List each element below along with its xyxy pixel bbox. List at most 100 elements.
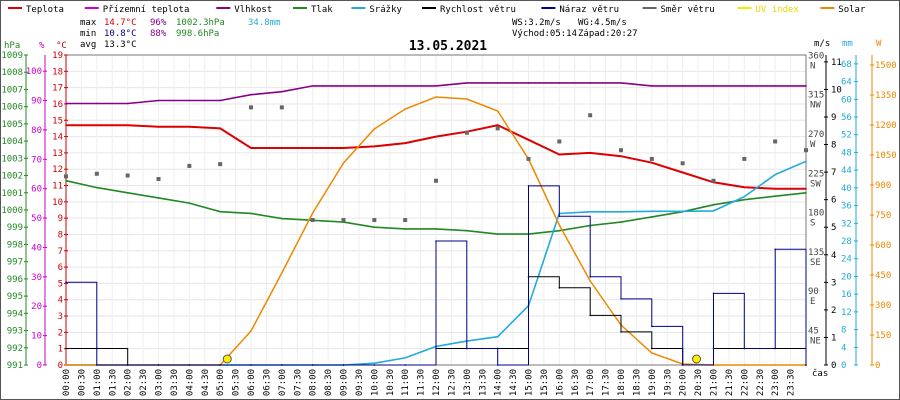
series-point: [342, 85, 345, 87]
time-tick-label: 22:00: [740, 369, 750, 396]
pct-axis-tick-label: 40: [31, 243, 42, 253]
series-point: [126, 124, 129, 126]
stat-ws: WS:3.2m/s: [512, 18, 561, 28]
series-point: [651, 85, 653, 87]
time-tick-label: 06:30: [262, 369, 272, 396]
wind-dir-point: [464, 130, 469, 135]
series-marks: [64, 82, 808, 366]
temp-axis-tick-label: 18: [52, 67, 63, 77]
series-point: [743, 347, 746, 350]
wind-dir-point: [187, 163, 192, 168]
dir-name-label: NW: [810, 101, 821, 111]
mm-tick-label: 36: [841, 202, 852, 212]
mm-tick-label: 24: [841, 255, 852, 265]
temp-axis-tick-label: 5: [58, 279, 63, 289]
series-point: [281, 90, 283, 93]
w-unit: W: [876, 39, 882, 49]
temp-axis-tick-label: 17: [52, 84, 63, 94]
temp-axis-tick-label: 19: [52, 51, 63, 61]
series-point: [404, 108, 406, 110]
hpa-axis-tick-label: 998: [7, 240, 23, 250]
dir-name-label: S: [810, 219, 815, 229]
hpa-axis-tick-label: 1000: [1, 206, 23, 216]
series-point: [620, 331, 622, 333]
temp-axis-tick-label: 7: [58, 247, 63, 257]
time-tick-label: 08:30: [324, 369, 334, 396]
dir-tick-label: 360: [808, 51, 824, 61]
time-tick-label: 12:00: [432, 369, 442, 396]
wind-dir-point: [434, 178, 438, 183]
stat-sunrise: Východ:05:14: [512, 29, 577, 39]
time-tick-label: 19:00: [648, 369, 658, 396]
time-tick-label: 14:30: [509, 369, 519, 396]
series-point: [558, 224, 561, 226]
time-tick-label: 16:00: [555, 369, 565, 396]
series-point: [805, 85, 807, 87]
time-tick-label: 22:30: [756, 369, 766, 396]
series-point: [743, 195, 746, 198]
series-point: [774, 248, 776, 251]
pct-axis-tick-label: 0: [37, 361, 42, 371]
pct-unit: %: [39, 41, 45, 51]
series-point: [373, 145, 376, 148]
series-point: [281, 364, 283, 366]
series-point: [651, 210, 653, 213]
wind-dir-point: [249, 105, 253, 110]
w-tick-label: 600: [875, 241, 891, 251]
legend-label-0: Teplota: [26, 5, 64, 15]
hpa-axis-tick-label: 1005: [1, 120, 23, 130]
series-point: [373, 85, 376, 87]
time-tick-label: 20:30: [694, 369, 704, 396]
stat-rain: 34.8mm: [248, 18, 281, 28]
time-tick-label: 08:00: [309, 369, 319, 396]
series-point: [712, 292, 715, 295]
series-point: [589, 210, 591, 213]
mm-tick-label: 56: [841, 113, 852, 123]
time-tick-label: 18:00: [617, 369, 627, 396]
series-point: [65, 102, 67, 105]
series-point: [373, 362, 376, 365]
ms-tick-label: 5: [831, 223, 836, 233]
series-point: [157, 99, 160, 102]
series-point: [404, 357, 406, 359]
series-point: [126, 102, 129, 105]
mm-tick-label: 28: [841, 237, 852, 247]
series-point: [558, 82, 561, 84]
series-line-6: [66, 185, 807, 366]
hpa-axis-tick-label: 996: [7, 275, 23, 285]
w-tick-label: 1200: [875, 121, 897, 131]
series-point: [558, 153, 561, 156]
time-tick-label: 02:00: [124, 369, 134, 396]
series-point: [496, 82, 499, 84]
series-point: [805, 187, 807, 190]
stat-avg-label: avg: [80, 40, 96, 50]
series-point: [558, 229, 561, 232]
series-point: [712, 204, 715, 206]
dir-tick-label: 90: [808, 287, 819, 297]
mm-tick-label: 44: [841, 166, 852, 176]
series-point: [342, 162, 345, 164]
series-point: [681, 210, 684, 213]
time-tick-label: 13:00: [463, 369, 473, 396]
series-point: [157, 197, 160, 199]
time-tick-label: 16:30: [571, 369, 581, 396]
time-tick-label: 21:30: [725, 369, 735, 396]
sunset-marker: [692, 354, 702, 364]
wind-dir-point: [649, 156, 654, 161]
series-point: [589, 276, 591, 278]
wind-dir-point: [557, 139, 562, 144]
ms-tick-label: 1: [831, 333, 836, 343]
legend-label-8: UV index: [756, 5, 800, 15]
series-point: [527, 82, 530, 84]
series-point: [681, 85, 684, 87]
wind-dir-point: [403, 218, 408, 223]
series-point: [466, 82, 468, 84]
time-tick-label: 21:00: [710, 369, 720, 396]
pct-axis-tick-label: 80: [31, 126, 42, 136]
wind-dir-point: [495, 126, 500, 131]
pct-axis-tick-label: 50: [31, 214, 42, 224]
time-tick-label: 15:30: [540, 369, 550, 396]
legend-label-4: Srážky: [369, 5, 402, 15]
stat-max-press: 1002.3hPa: [176, 18, 225, 28]
